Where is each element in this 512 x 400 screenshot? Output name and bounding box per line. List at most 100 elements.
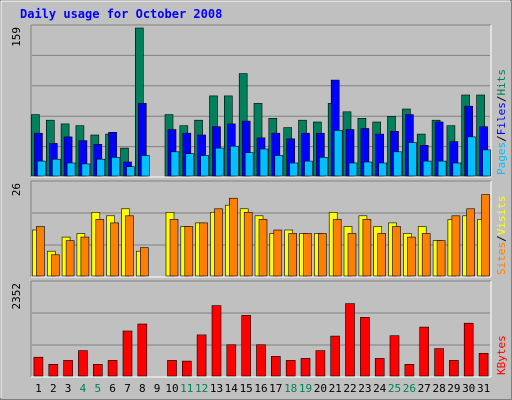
bar-kbytes-day-17 xyxy=(270,356,281,377)
bar-kbytes-day-26 xyxy=(404,363,415,377)
bar-kbytes-day-25 xyxy=(389,335,400,377)
panel-visits-sites: 26 Sites/Visits xyxy=(10,180,508,278)
x-tick-label-3: 3 xyxy=(65,382,72,395)
x-tick-label-17: 17 xyxy=(269,382,282,395)
x-tick-label-15: 15 xyxy=(240,382,253,395)
bar-pages-day-27 xyxy=(422,160,432,177)
bar-sites-day-1 xyxy=(36,226,45,277)
bar-pages-day-26 xyxy=(408,142,417,177)
bar-sites-day-17 xyxy=(273,229,283,277)
bar-sites-day-7 xyxy=(125,215,134,277)
x-tick-label-22: 22 xyxy=(343,382,356,395)
x-tick-label-10: 10 xyxy=(165,382,178,395)
bar-pages-day-24 xyxy=(378,162,388,177)
bar-sites-day-19 xyxy=(303,233,312,277)
x-tick-label-28: 28 xyxy=(432,382,445,395)
bar-kbytes-day-13 xyxy=(211,305,222,377)
bar-pages-day-5 xyxy=(96,158,106,177)
x-tick-label-27: 27 xyxy=(418,382,431,395)
bar-pages-day-16 xyxy=(259,148,269,177)
x-tick-label-21: 21 xyxy=(329,382,342,395)
x-tick-label-7: 7 xyxy=(124,382,131,395)
bar-kbytes-day-18 xyxy=(285,360,296,377)
bar-pages-day-6 xyxy=(111,157,120,177)
bar-kbytes-day-4 xyxy=(78,350,88,377)
bar-kbytes-day-10 xyxy=(167,360,177,377)
bar-kbytes-day-24 xyxy=(374,358,385,377)
x-tick-label-11: 11 xyxy=(180,382,193,395)
bar-pages-day-13 xyxy=(215,147,224,177)
x-tick-label-9: 9 xyxy=(154,382,161,395)
x-tick-label-4: 4 xyxy=(80,382,87,395)
y-max-label: 26 xyxy=(10,183,23,196)
bar-kbytes-day-31 xyxy=(478,352,489,377)
x-tick-label-31: 31 xyxy=(477,382,490,395)
bar-pages-day-3 xyxy=(66,162,76,177)
panel-kbytes: 2352 KBytes xyxy=(10,280,508,378)
bar-pages-day-20 xyxy=(319,157,328,177)
x-tick-label-24: 24 xyxy=(373,382,387,395)
bar-sites-day-6 xyxy=(110,222,119,277)
bar-pages-day-30 xyxy=(467,136,477,177)
bar-sites-day-24 xyxy=(377,233,387,277)
bar-kbytes-day-19 xyxy=(300,358,311,377)
x-tick-label-18: 18 xyxy=(284,382,297,395)
bar-kbytes-day-6 xyxy=(107,360,118,377)
x-tick-label-6: 6 xyxy=(109,382,116,395)
y-max-label: 159 xyxy=(10,27,23,47)
bar-sites-day-13 xyxy=(214,208,223,277)
bar-sites-day-25 xyxy=(392,226,401,277)
bar-kbytes-day-30 xyxy=(463,322,474,377)
bar-pages-day-17 xyxy=(274,155,284,177)
bar-kbytes-day-7 xyxy=(122,330,133,377)
legend-item-files: Files xyxy=(495,102,508,135)
bar-kbytes-day-20 xyxy=(315,350,326,377)
x-tick-label-12: 12 xyxy=(195,382,208,395)
bar-sites-day-26 xyxy=(407,236,416,277)
bar-kbytes-day-5 xyxy=(93,363,103,377)
bar-kbytes-day-28 xyxy=(434,348,444,377)
bar-sites-day-21 xyxy=(332,219,342,277)
bar-kbytes-day-22 xyxy=(345,303,355,377)
bar-pages-day-25 xyxy=(393,151,402,177)
x-tick-label-13: 13 xyxy=(210,382,223,395)
bar-sites-day-10 xyxy=(169,219,179,277)
bar-sites-day-27 xyxy=(421,233,431,277)
bar-pages-day-28 xyxy=(437,160,447,177)
bar-sites-day-29 xyxy=(451,215,461,277)
legend-item-pages: Pages xyxy=(495,142,508,175)
bar-kbytes-day-14 xyxy=(226,344,237,377)
bar-sites-day-12 xyxy=(199,222,208,277)
bar-pages-day-29 xyxy=(452,162,462,177)
x-tick-label-14: 14 xyxy=(225,382,239,395)
chart-title: Daily usage for October 2008 xyxy=(20,7,222,21)
bar-kbytes-day-2 xyxy=(48,363,59,377)
bar-pages-day-8 xyxy=(141,155,150,177)
legend-separator: / xyxy=(495,235,508,242)
bar-sites-day-31 xyxy=(481,194,490,277)
x-tick-label-2: 2 xyxy=(50,382,57,395)
bar-sites-day-30 xyxy=(466,208,476,277)
x-tick-label-8: 8 xyxy=(139,382,146,395)
bar-kbytes-day-27 xyxy=(419,326,430,377)
x-tick-label-20: 20 xyxy=(314,382,327,395)
x-tick-label-26: 26 xyxy=(403,382,416,395)
bar-kbytes-day-12 xyxy=(196,334,207,377)
x-tick-label-29: 29 xyxy=(447,382,460,395)
bar-sites-day-5 xyxy=(95,219,105,277)
bar-pages-day-2 xyxy=(51,158,61,177)
chart-panels: 159Pages/Files/Hits26Sites/Visits2352KBy… xyxy=(10,24,508,378)
bar-pages-day-23 xyxy=(363,161,373,177)
bar-sites-day-15 xyxy=(243,212,253,277)
bar-pages-day-11 xyxy=(185,153,195,177)
bar-pages-day-22 xyxy=(348,162,358,177)
legend: Pages/Files/Hits xyxy=(495,69,508,175)
bar-pages-day-14 xyxy=(230,145,239,177)
legend-item-visits: Visits xyxy=(495,196,508,236)
legend-separator: / xyxy=(495,96,508,103)
bar-sites-day-3 xyxy=(65,240,75,277)
bar-kbytes-day-15 xyxy=(241,315,251,377)
x-tick-label-16: 16 xyxy=(254,382,267,395)
